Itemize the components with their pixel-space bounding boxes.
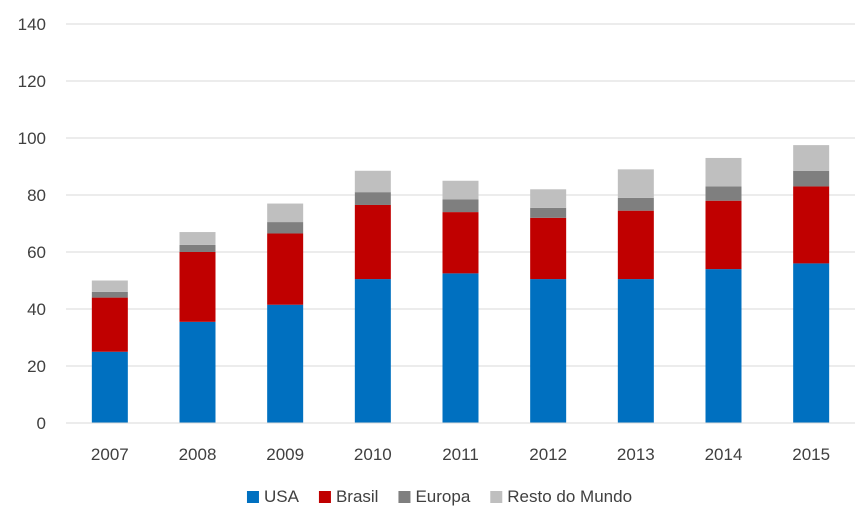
bar-europa-2009 bbox=[267, 222, 304, 234]
bar-europa-2010 bbox=[354, 192, 391, 205]
x-tick-label: 2010 bbox=[354, 445, 392, 464]
bar-resto-do-mundo-2013 bbox=[617, 169, 654, 198]
bar-europa-2015 bbox=[793, 170, 830, 187]
legend-swatch bbox=[318, 491, 331, 503]
bar-brasil-2014 bbox=[705, 200, 742, 270]
x-tick-label: 2008 bbox=[179, 445, 217, 464]
bar-europa-2012 bbox=[530, 207, 567, 218]
x-tick-label: 2007 bbox=[91, 445, 129, 464]
x-tick-label: 2015 bbox=[792, 445, 830, 464]
x-tick-label: 2013 bbox=[617, 445, 655, 464]
legend-item-resto-do-mundo: Resto do Mundo bbox=[490, 487, 632, 506]
legend-label: Resto do Mundo bbox=[507, 487, 632, 506]
bars bbox=[91, 145, 830, 423]
bar-resto-do-mundo-2015 bbox=[793, 145, 830, 171]
y-tick-label: 80 bbox=[27, 186, 46, 205]
bar-brasil-2015 bbox=[793, 186, 830, 264]
y-tick-label: 140 bbox=[18, 15, 46, 34]
x-axis-ticks: 2007 2008 2009 2010 2011 2012 2013 2014 2015 bbox=[91, 445, 830, 464]
legend-item-brasil: Brasil bbox=[318, 487, 379, 506]
bar-usa-2008 bbox=[179, 321, 216, 423]
bar-europa-2013 bbox=[617, 197, 654, 211]
bar-brasil-2011 bbox=[442, 212, 479, 274]
bar-brasil-2013 bbox=[617, 210, 654, 280]
bar-usa-2009 bbox=[267, 304, 304, 423]
bar-europa-2008 bbox=[179, 244, 216, 252]
legend-item-europa: Europa bbox=[398, 487, 471, 506]
bar-brasil-2008 bbox=[179, 252, 216, 322]
bar-resto-do-mundo-2010 bbox=[354, 170, 391, 193]
y-tick-label: 20 bbox=[27, 357, 46, 376]
legend-swatch bbox=[398, 491, 411, 503]
x-tick-label: 2012 bbox=[529, 445, 567, 464]
bar-usa-2007 bbox=[91, 351, 128, 423]
bar-resto-do-mundo-2009 bbox=[267, 203, 304, 223]
bar-resto-do-mundo-2012 bbox=[530, 189, 567, 208]
bar-brasil-2012 bbox=[530, 217, 567, 280]
bar-resto-do-mundo-2011 bbox=[442, 180, 479, 200]
bar-europa-2011 bbox=[442, 199, 479, 213]
legend: USA Brasil Europa Resto do Mundo bbox=[246, 487, 632, 506]
legend-swatch bbox=[246, 491, 259, 503]
bar-resto-do-mundo-2014 bbox=[705, 157, 742, 187]
bar-usa-2013 bbox=[617, 279, 654, 423]
bar-usa-2012 bbox=[530, 279, 567, 423]
y-tick-label: 60 bbox=[27, 243, 46, 262]
legend-swatch bbox=[490, 491, 503, 503]
bar-resto-do-mundo-2008 bbox=[179, 232, 216, 245]
x-tick-label: 2011 bbox=[442, 445, 479, 464]
bar-usa-2011 bbox=[442, 273, 479, 423]
bar-europa-2014 bbox=[705, 186, 742, 201]
bar-usa-2010 bbox=[354, 279, 391, 423]
bar-resto-do-mundo-2007 bbox=[91, 280, 128, 292]
y-tick-label: 100 bbox=[18, 129, 46, 148]
y-tick-label: 40 bbox=[27, 300, 46, 319]
bar-brasil-2007 bbox=[91, 297, 128, 352]
bar-europa-2007 bbox=[91, 291, 128, 298]
y-tick-label: 120 bbox=[18, 72, 46, 91]
y-axis-ticks: 0 20 40 60 80 100 120 140 bbox=[18, 15, 46, 433]
legend-item-usa: USA bbox=[246, 487, 300, 506]
bar-brasil-2009 bbox=[267, 233, 304, 305]
x-tick-label: 2009 bbox=[266, 445, 304, 464]
legend-label: Europa bbox=[415, 487, 470, 506]
bar-usa-2015 bbox=[793, 263, 830, 423]
bar-usa-2014 bbox=[705, 269, 742, 423]
legend-label: Brasil bbox=[336, 487, 379, 506]
legend-label: USA bbox=[264, 487, 300, 506]
y-tick-label: 0 bbox=[37, 414, 46, 433]
bar-brasil-2010 bbox=[354, 204, 391, 280]
x-tick-label: 2014 bbox=[705, 445, 743, 464]
